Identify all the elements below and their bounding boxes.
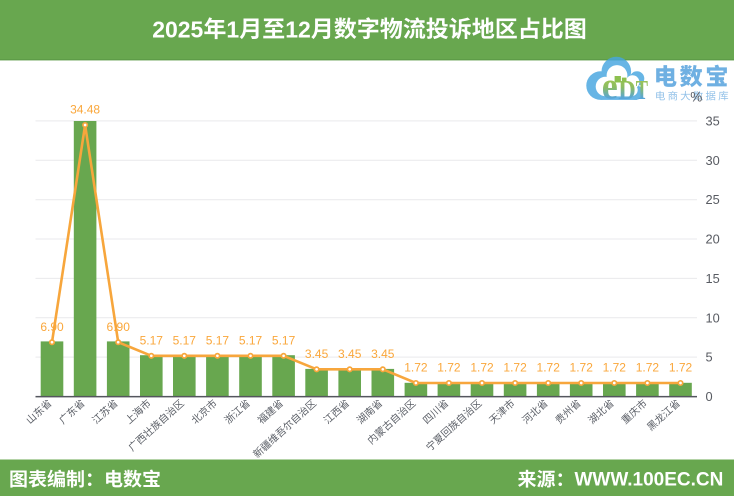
svg-text:25: 25	[706, 192, 720, 207]
svg-text:1.72: 1.72	[470, 361, 494, 375]
svg-text:3.45: 3.45	[371, 347, 395, 361]
svg-text:1.72: 1.72	[636, 361, 660, 375]
svg-text:e: e	[602, 66, 618, 108]
svg-text:5.17: 5.17	[239, 334, 263, 348]
svg-text:5.17: 5.17	[140, 334, 164, 348]
svg-text:1.72: 1.72	[404, 361, 428, 375]
svg-text:2025: 2025	[152, 16, 203, 42]
svg-text:1.72: 1.72	[437, 361, 461, 375]
svg-text:1.72: 1.72	[570, 361, 594, 375]
svg-text:35: 35	[706, 113, 720, 128]
svg-text:WWW.100EC.CN: WWW.100EC.CN	[575, 469, 724, 490]
svg-text:20: 20	[706, 232, 720, 247]
svg-text:1.72: 1.72	[537, 361, 561, 375]
svg-text:1.72: 1.72	[603, 361, 627, 375]
svg-text:1.72: 1.72	[669, 361, 693, 375]
svg-text:5.17: 5.17	[173, 334, 197, 348]
svg-text:5.17: 5.17	[272, 334, 296, 348]
svg-text:0: 0	[706, 389, 713, 404]
svg-text:6.90: 6.90	[107, 320, 131, 334]
svg-text:1.72: 1.72	[503, 361, 527, 375]
svg-text:30: 30	[706, 153, 720, 168]
svg-text:10: 10	[706, 310, 720, 325]
svg-text:T: T	[636, 75, 648, 105]
svg-text:12: 12	[285, 16, 311, 42]
svg-text:6.90: 6.90	[40, 320, 64, 334]
svg-text:5.17: 5.17	[206, 334, 230, 348]
svg-text:5: 5	[706, 350, 713, 365]
svg-text:1: 1	[226, 16, 239, 42]
svg-text:D: D	[618, 75, 636, 105]
svg-text:%: %	[690, 90, 702, 105]
svg-text:15: 15	[706, 271, 720, 286]
svg-text:3.45: 3.45	[338, 347, 362, 361]
svg-text:3.45: 3.45	[305, 347, 329, 361]
svg-text:34.48: 34.48	[70, 103, 100, 117]
